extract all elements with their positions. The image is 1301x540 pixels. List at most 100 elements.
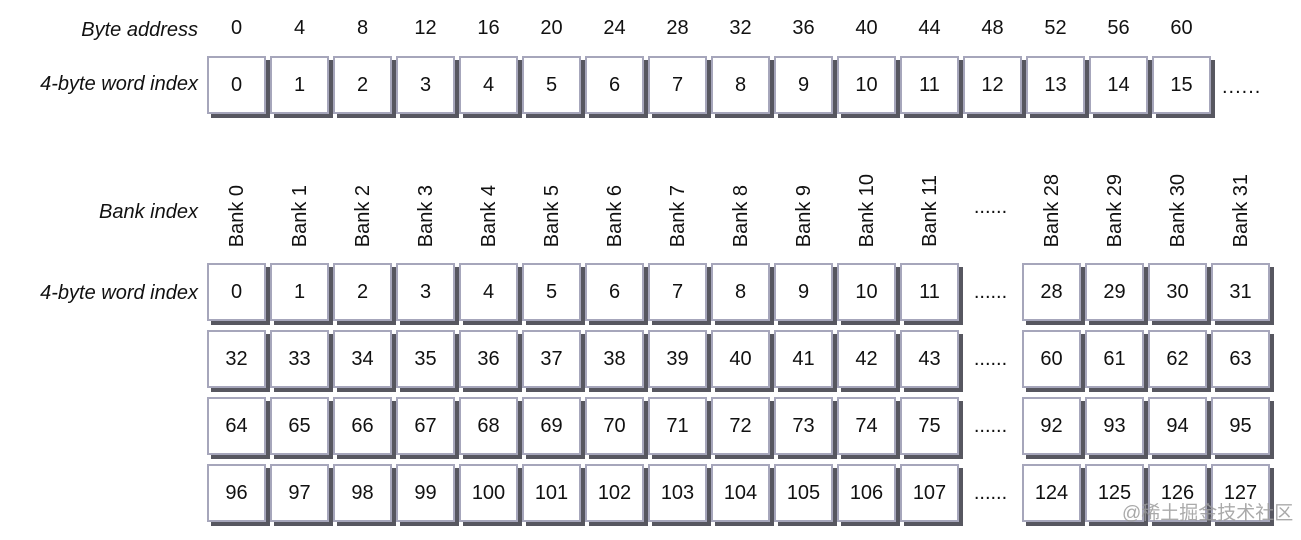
bank-label: Bank 8 <box>711 185 770 247</box>
word-index-box: 63 <box>1211 330 1270 388</box>
word-index-box: 5 <box>522 56 581 114</box>
word-index-box: 66 <box>333 397 392 455</box>
word-index-box: 2 <box>333 56 392 114</box>
word-index-box: 92 <box>1022 397 1081 455</box>
ellipsis: ...... <box>973 280 1008 303</box>
word-index-box: 39 <box>648 330 707 388</box>
bank-label-text: Bank 10 <box>855 173 878 247</box>
byte-address-value: 0 <box>230 17 243 39</box>
word-index-box: 7 <box>648 263 707 321</box>
word-index-box: 74 <box>837 397 896 455</box>
word-index-box: 2 <box>333 263 392 321</box>
byte-address-value: 60 <box>1170 17 1193 39</box>
word-index-box: 3 <box>396 263 455 321</box>
word-index-box: 33 <box>270 330 329 388</box>
word-index-box: 1 <box>270 263 329 321</box>
word-index-box: 124 <box>1022 464 1081 522</box>
bank-label: Bank 31 <box>1211 174 1270 247</box>
word-index-box: 14 <box>1089 56 1148 114</box>
word-index-label-bottom: 4-byte word index <box>40 282 198 304</box>
bank-label-text: Bank 3 <box>414 184 437 247</box>
byte-address-value: 24 <box>603 17 626 39</box>
word-index-row: 64 65 66 67 68 69 70 71 72 73 74 75...... 92 93 94 95 <box>207 397 1270 455</box>
word-index-box: 31 <box>1211 263 1270 321</box>
bank-label: Bank 9 <box>774 185 833 247</box>
bank-label-text: Bank 11 <box>918 175 941 247</box>
byte-address-value: 20 <box>540 17 563 39</box>
byte-address-value: 44 <box>918 17 941 39</box>
word-index-box: 6 <box>585 56 644 114</box>
bank-label: Bank 3 <box>396 185 455 247</box>
word-index-box: 11 <box>900 263 959 321</box>
word-index-box: 4 <box>459 263 518 321</box>
bank-label: Bank 5 <box>522 185 581 247</box>
word-index-box: 7 <box>648 56 707 114</box>
word-index-box: 62 <box>1148 330 1207 388</box>
word-index-box: 1 <box>270 56 329 114</box>
word-index-box: 42 <box>837 330 896 388</box>
word-index-box: 8 <box>711 263 770 321</box>
byte-address-value: 32 <box>729 17 752 39</box>
word-index-box: 103 <box>648 464 707 522</box>
byte-address-row: 0 4 8 12 16 20 24 28 32 36 40 44 48 52 56 60 <box>207 16 1211 40</box>
byte-address-value: 16 <box>477 17 500 39</box>
byte-address-value: 52 <box>1044 17 1067 39</box>
word-index-box: 40 <box>711 330 770 388</box>
word-index-box: 10 <box>837 263 896 321</box>
bank-label-text: Bank 9 <box>792 184 815 247</box>
word-index-box: 41 <box>774 330 833 388</box>
ellipsis: ...... <box>973 347 1008 370</box>
word-index-box: 3 <box>396 56 455 114</box>
bank-label-text: Bank 31 <box>1229 173 1252 247</box>
word-index-box: 95 <box>1211 397 1270 455</box>
word-index-box: 6 <box>585 263 644 321</box>
byte-address-value: 28 <box>666 17 689 39</box>
word-index-box: 68 <box>459 397 518 455</box>
bank-label-text: Bank 6 <box>603 184 626 247</box>
word-index-box: 99 <box>396 464 455 522</box>
word-index-box: 107 <box>900 464 959 522</box>
word-index-box: 15 <box>1152 56 1211 114</box>
word-index-label-top: 4-byte word index <box>40 73 198 95</box>
word-index-box: 106 <box>837 464 896 522</box>
word-index-box: 73 <box>774 397 833 455</box>
bank-label: Bank 7 <box>648 185 707 247</box>
word-index-box: 0 <box>207 56 266 114</box>
word-index-box: 105 <box>774 464 833 522</box>
bank-label-text: Bank 30 <box>1166 173 1189 247</box>
ellipsis: ...... <box>973 481 1008 504</box>
bank-label: Bank 11 <box>900 175 959 247</box>
word-index-box: 10 <box>837 56 896 114</box>
word-index-box: 12 <box>963 56 1022 114</box>
word-index-row: 96 97 98 99 100 101 102 103 104 105 106 107...... 12… <box>207 464 1270 522</box>
word-index-box: 93 <box>1085 397 1144 455</box>
byte-address-value: 48 <box>981 17 1004 39</box>
word-index-box: 101 <box>522 464 581 522</box>
word-index-box-row: 0 1 2 3 4 5 6 7 8 9 10 11 12 13 14 15 <box>207 56 1211 114</box>
bank-label-text: Bank 2 <box>351 184 374 247</box>
bank-label: Bank 30 <box>1148 174 1207 247</box>
word-index-box: 8 <box>711 56 770 114</box>
word-index-box: 35 <box>396 330 455 388</box>
byte-address-value: 36 <box>792 17 815 39</box>
word-index-box: 61 <box>1085 330 1144 388</box>
byte-address-value: 12 <box>414 17 437 39</box>
bank-label-text: Bank 8 <box>729 184 752 247</box>
word-index-box: 71 <box>648 397 707 455</box>
byte-address-value: 40 <box>855 17 878 39</box>
bank-label-text: Bank 1 <box>288 184 311 247</box>
word-index-box: 64 <box>207 397 266 455</box>
bank-label-text: Bank 29 <box>1103 173 1126 247</box>
ellipsis: ...... <box>973 196 1008 218</box>
bank-label-text: Bank 7 <box>666 184 689 247</box>
word-index-box: 0 <box>207 263 266 321</box>
bank-label: Bank 6 <box>585 185 644 247</box>
word-index-box: 11 <box>900 56 959 114</box>
word-index-box: 127 <box>1211 464 1270 522</box>
word-index-box: 102 <box>585 464 644 522</box>
word-index-box: 69 <box>522 397 581 455</box>
bank-label: Bank 2 <box>333 185 392 247</box>
word-index-box: 125 <box>1085 464 1144 522</box>
word-index-box: 97 <box>270 464 329 522</box>
